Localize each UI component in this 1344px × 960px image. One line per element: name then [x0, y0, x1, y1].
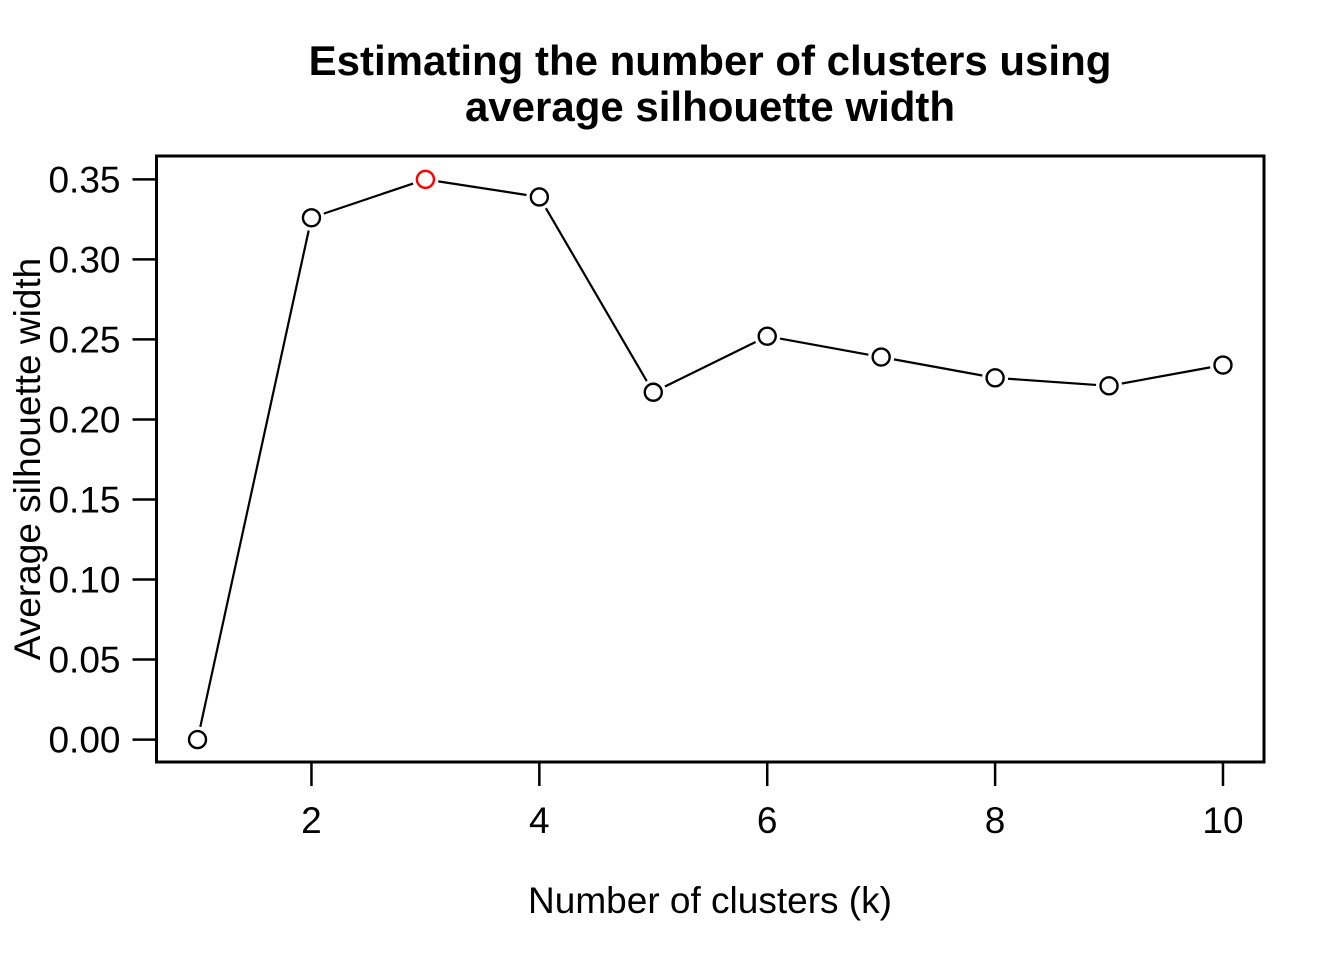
chart-title-line-2: average silhouette width [464, 83, 956, 130]
data-point [1213, 355, 1233, 375]
x-axis-title: Number of clusters (k) [528, 880, 892, 921]
y-axis-title: Average silhouette width [7, 257, 48, 661]
y-axis-tick-label: 0.10 [48, 560, 120, 601]
x-axis-tick-label: 10 [1202, 800, 1243, 841]
series-line-segment [779, 337, 869, 356]
x-axis-tick-label: 6 [757, 800, 778, 841]
series-line-segment [438, 180, 527, 197]
data-point [529, 187, 550, 207]
data-point [871, 347, 891, 367]
x-axis-tick-label: 2 [301, 800, 322, 841]
y-axis-tick-label: 0.15 [48, 479, 120, 520]
y-axis-tick-label: 0.05 [48, 640, 120, 681]
series-line-segment [323, 182, 414, 215]
series-line-segment [664, 340, 757, 388]
plot-box [155, 154, 1266, 764]
data-point [643, 382, 663, 402]
data-point [301, 208, 322, 228]
data-point [985, 368, 1005, 388]
y-axis-tick-label: 0.20 [48, 399, 120, 440]
data-point-highlight [415, 169, 436, 190]
data-point [187, 729, 208, 750]
series-line-segment [1121, 366, 1211, 385]
x-axis-tick-label: 8 [985, 800, 1006, 841]
data-point [757, 326, 777, 346]
data-point [1099, 376, 1119, 396]
chart-title: Estimating the number of clusters using … [309, 38, 1112, 130]
y-axis-tick-label: 0.35 [48, 159, 120, 200]
x-axis-tick-label: 4 [529, 800, 550, 841]
y-axis-tick-label: 0.00 [48, 720, 120, 761]
y-axis-tick-label: 0.30 [48, 239, 120, 280]
series-line-segment [199, 230, 310, 728]
series-line-segment [893, 358, 983, 377]
chart-title-line-1: Estimating the number of clusters using [308, 37, 1112, 84]
y-axis-tick-label: 0.25 [48, 319, 120, 360]
series-line-segment [1007, 377, 1097, 387]
series-line-segment [544, 207, 648, 382]
